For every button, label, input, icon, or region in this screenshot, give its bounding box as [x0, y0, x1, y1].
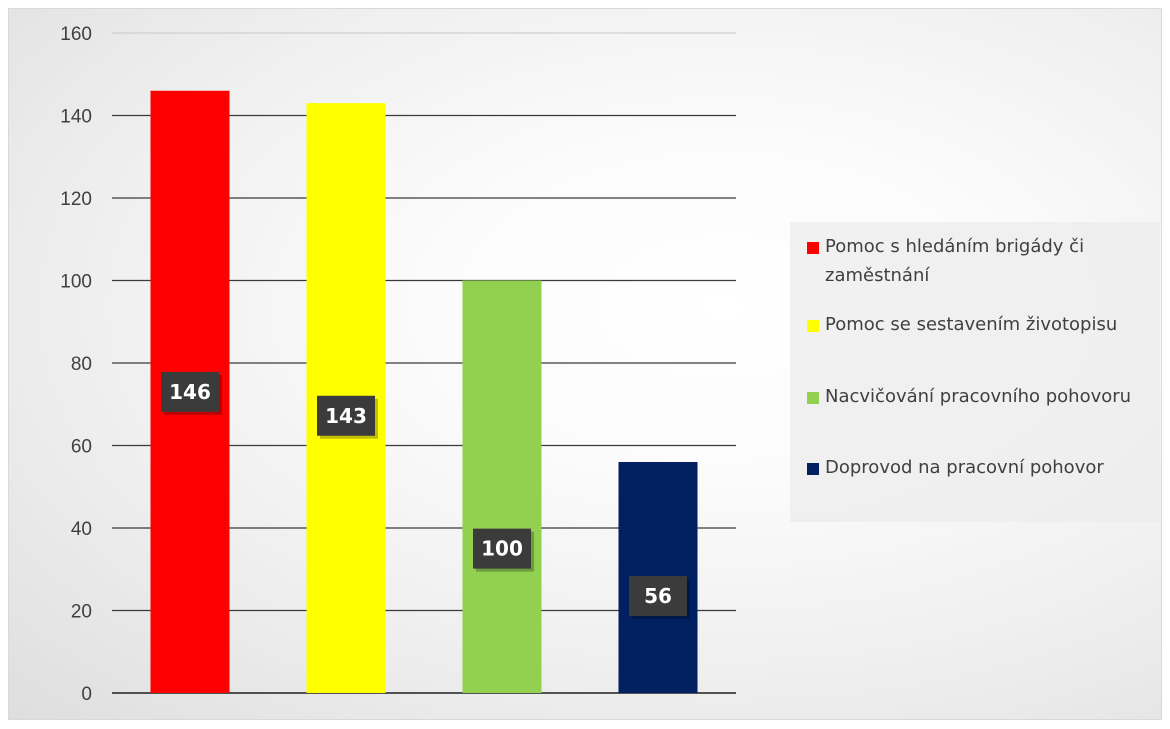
data-label: 56	[629, 575, 690, 619]
data-label-box	[473, 528, 531, 569]
data-label-box	[161, 371, 219, 412]
legend-item: Nacvičování pracovního pohovoru	[807, 382, 1152, 411]
y-tick-label: 120	[60, 189, 92, 210]
data-label: 146	[161, 371, 222, 415]
data-label-text: 146	[169, 380, 211, 404]
y-tick-label: 160	[60, 24, 92, 45]
legend-item: Pomoc se sestavením životopisu	[807, 310, 1152, 339]
legend-item: Doprovod na pracovní pohovor	[807, 453, 1152, 482]
data-label-box	[629, 575, 687, 616]
legend-label: Nacvičování pracovního pohovoru	[825, 386, 1132, 407]
legend-label: Pomoc s hledáním brigády či zaměstnání	[825, 236, 1085, 286]
legend-label: Doprovod na pracovní pohovor	[825, 457, 1104, 478]
legend-swatch	[807, 463, 819, 475]
data-label-box	[317, 395, 375, 436]
y-tick-label: 20	[71, 602, 92, 623]
data-label-text: 100	[481, 537, 523, 561]
data-label: 143	[317, 395, 378, 439]
legend-label: Pomoc se sestavením životopisu	[825, 314, 1118, 335]
y-tick-label: 40	[71, 519, 92, 540]
data-label-text: 143	[325, 404, 367, 428]
y-tick-label: 100	[60, 272, 92, 293]
y-tick-label: 140	[60, 107, 92, 128]
y-tick-label: 60	[71, 437, 92, 458]
legend-item: Pomoc s hledáním brigády či zaměstnání	[807, 232, 1152, 290]
bars	[150, 90, 698, 693]
legend-swatch	[807, 320, 819, 332]
bar	[462, 280, 542, 693]
legend	[790, 222, 1160, 522]
legend-swatch	[807, 242, 819, 254]
y-tick-label: 0	[81, 684, 92, 705]
data-label: 100	[473, 528, 534, 572]
legend-swatch	[807, 392, 819, 404]
y-tick-label: 80	[71, 354, 92, 375]
data-label-text: 56	[644, 584, 672, 608]
data-labels: 146 143 100 56	[161, 371, 690, 619]
y-axis-tick-labels: 0 20 40 60 80 100 120 140 160	[60, 24, 92, 705]
